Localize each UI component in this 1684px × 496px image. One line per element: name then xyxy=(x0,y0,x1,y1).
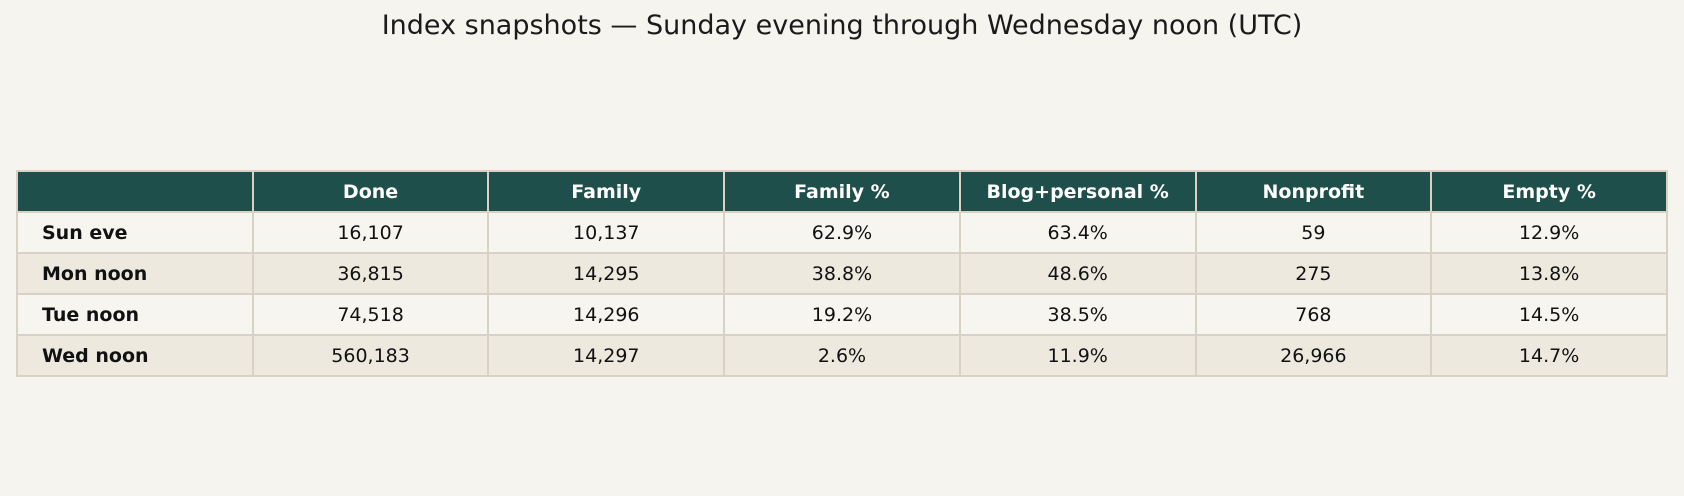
cell: 10,137 xyxy=(487,211,726,254)
row-label: Wed noon xyxy=(16,334,254,377)
cell: 11.9% xyxy=(958,334,1197,377)
cell: 38.5% xyxy=(958,293,1197,336)
cell: 560,183 xyxy=(251,334,490,377)
table-row: Mon noon 36,815 14,295 38.8% 48.6% 275 13.8% xyxy=(16,252,1668,295)
table-head: Done Family Family % Blog+personal % Nonprof… xyxy=(16,170,1668,213)
cell: 62.9% xyxy=(723,211,961,254)
cell: 12.9% xyxy=(1430,211,1668,254)
column-header: Family xyxy=(487,170,726,213)
column-header: Empty % xyxy=(1430,170,1668,213)
row-label: Mon noon xyxy=(16,252,254,295)
corner-cell xyxy=(16,170,254,213)
cell: 275 xyxy=(1194,252,1433,295)
table-body: Sun eve 16,107 10,137 62.9% 63.4% 59 12.9% Mon … xyxy=(16,211,1668,377)
table-row: Tue noon 74,518 14,296 19.2% 38.5% 768 14.5% xyxy=(16,293,1668,336)
cell: 36,815 xyxy=(251,252,490,295)
cell: 14.7% xyxy=(1430,334,1668,377)
cell: 19.2% xyxy=(723,293,961,336)
cell: 768 xyxy=(1194,293,1433,336)
cell: 14,297 xyxy=(487,334,726,377)
cell: 2.6% xyxy=(723,334,961,377)
table-row: Wed noon 560,183 14,297 2.6% 11.9% 26,966 14.7… xyxy=(16,334,1668,377)
column-header: Blog+personal % xyxy=(958,170,1197,213)
row-label: Sun eve xyxy=(16,211,254,254)
cell: 14,295 xyxy=(487,252,726,295)
cell: 74,518 xyxy=(251,293,490,336)
cell: 13.8% xyxy=(1430,252,1668,295)
row-label: Tue noon xyxy=(16,293,254,336)
header-row: Done Family Family % Blog+personal % Nonprof… xyxy=(16,170,1668,213)
table: Done Family Family % Blog+personal % Nonprof… xyxy=(16,170,1668,377)
cell: 16,107 xyxy=(251,211,490,254)
cell: 14,296 xyxy=(487,293,726,336)
cell: 38.8% xyxy=(723,252,961,295)
cell: 26,966 xyxy=(1194,334,1433,377)
cell: 48.6% xyxy=(958,252,1197,295)
column-header: Done xyxy=(251,170,490,213)
cell: 14.5% xyxy=(1430,293,1668,336)
column-header: Nonprofit xyxy=(1194,170,1433,213)
title: Index snapshots — Sunday evening through… xyxy=(381,10,1303,41)
cell: 63.4% xyxy=(958,211,1197,254)
cell: 59 xyxy=(1194,211,1433,254)
column-header: Family % xyxy=(723,170,961,213)
table-row: Sun eve 16,107 10,137 62.9% 63.4% 59 12.9% xyxy=(16,211,1668,254)
